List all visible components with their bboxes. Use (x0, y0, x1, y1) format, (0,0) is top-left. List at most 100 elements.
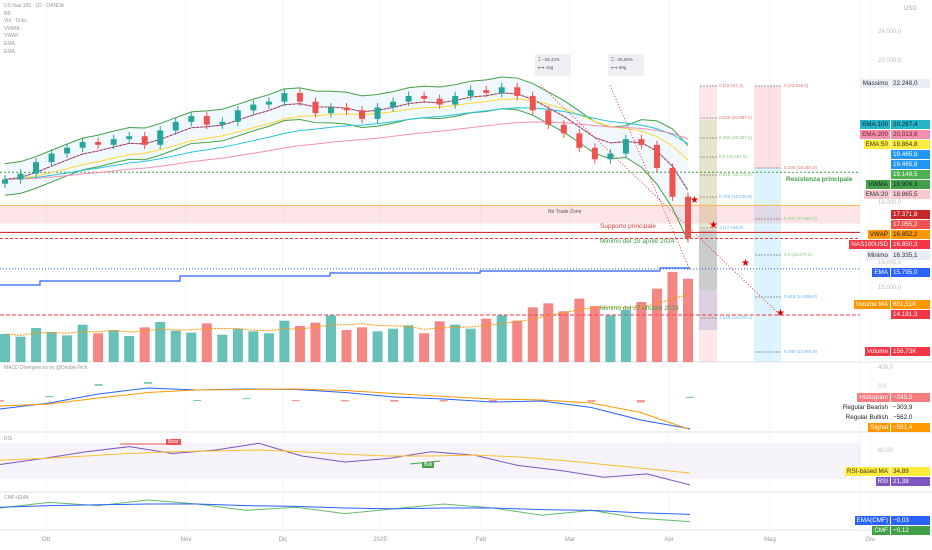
fib-level-label: 0,5 (16.276,5) (784, 252, 813, 257)
candle-body (64, 147, 71, 154)
tag-value: 16.335,1 (891, 251, 930, 260)
volume-bar (512, 320, 523, 362)
y-tick-label: 23.000,0 (878, 58, 902, 64)
legend-vwma[interactable]: VWMA (4, 25, 20, 32)
tag-value: 16.850,3 (891, 240, 930, 249)
tag-value: 19.149,5 (891, 170, 930, 179)
fib-level-label: 0,382 (17.663,2) (784, 216, 818, 221)
candle-body (390, 101, 397, 108)
min-apr-label: Minimo del 19 aprile 2024 (600, 238, 675, 245)
volume-bar (465, 328, 476, 362)
rsi-title: RSI (4, 436, 13, 442)
tag-name: CMF (872, 526, 890, 535)
macd-tag: Signal −591,4 (868, 423, 930, 432)
indicator-legend: US Nas 100 · 1D · OANDA BB Vol · Ticks V… (4, 3, 64, 56)
legend-ema[interactable]: EMA (4, 40, 15, 47)
volume-bar (496, 315, 507, 362)
fib-level-label: 0,5 (19.667,5) (719, 154, 748, 159)
tag-name: Regular Bullish (845, 414, 888, 421)
price-scale-tag: EMA 15.795,0 (872, 268, 930, 277)
candle-body (33, 162, 40, 174)
candle-body (265, 101, 272, 105)
candle-body (498, 87, 505, 94)
measure-box[interactable]: ⌶ −35,66% ⟷ 50g (608, 54, 644, 76)
min-oct-label: Minimo del 27 ottobre 2023 (600, 305, 679, 312)
candle-body (591, 147, 598, 160)
volume-ma-line (4, 293, 689, 336)
tag-name: EMA:50 (863, 140, 890, 149)
candle-body (545, 110, 552, 125)
tag-value: 19.864,8 (891, 140, 930, 149)
tag-value: −591,4 (891, 423, 930, 432)
star-marker-icon: ★ (776, 308, 785, 319)
tag-value: 17.371,8 (891, 210, 930, 219)
x-tick-label: 2025 (373, 537, 387, 543)
tag-value: 20.013,6 (891, 130, 930, 139)
tag-value: 158,73K (891, 347, 930, 356)
candle-body (359, 110, 366, 119)
symbol-title[interactable]: US Nas 100 · 1D · OANDA (4, 3, 65, 9)
tag-value: −303,9 (893, 404, 913, 411)
price-scale-tag: 14.191,3 (891, 310, 930, 319)
x-tick-label: Dic (278, 537, 288, 543)
volume-bar (248, 331, 259, 362)
tag-value: 15.795,0 (891, 268, 930, 277)
tag-name: EMA (872, 268, 890, 277)
macd-tag: Histogram −245,5 (857, 393, 930, 402)
rsi-tag: RSI 21,38 (875, 477, 930, 486)
tag-name: VWAP (867, 230, 890, 239)
x-tick-label: Mag (764, 537, 776, 543)
fib-level-label: 1 (17.166,8) (719, 225, 744, 230)
price-scale-tag: 19.149,5 (891, 170, 930, 179)
tag-name: RSI (875, 477, 890, 486)
macd-histogram-bar (587, 400, 596, 402)
price-scale-tag: EMA:20 18.865,5 (863, 190, 930, 199)
fib-level-label: 0,618 (19.076,8) (719, 172, 753, 177)
fib-level-label: 0 (22.167,4) (719, 83, 744, 88)
resistance-label: Resistenza principale (786, 176, 853, 183)
price-scale-tag: EMA:50 19.864,8 (863, 140, 930, 149)
macd-histogram-bar (686, 396, 694, 398)
tag-value: −562,0 (893, 414, 913, 421)
legend-ema-2[interactable]: EMA (4, 48, 15, 55)
legend-vol[interactable]: Vol · Ticks (4, 18, 27, 25)
price-scale-tag: EMA:200 20.013,6 (860, 130, 930, 139)
price-scale-tag: 19.465,8 (891, 160, 930, 169)
measure-box[interactable]: ⌶ −28,43% ⟷ 44g (535, 54, 571, 76)
candle-body (327, 107, 334, 114)
fib-level-label: 1,618 (14.076,1) (719, 315, 753, 320)
fib-level-label: 0,382 (20.257,1) (719, 135, 753, 140)
tag-value: −0,03 (891, 516, 930, 525)
volume-bar (31, 328, 42, 362)
volume-bar (651, 288, 662, 362)
fib-level-label: 0,786 (12.905,8) (784, 349, 818, 354)
measure-days: ⟷ 50g (611, 65, 627, 70)
candle-body (296, 93, 303, 102)
cmf-tag: EMA(CMF) −0,03 (854, 516, 930, 525)
tag-value: −245,5 (891, 393, 930, 402)
fib-level-label: 0 (22.169,2) (784, 83, 809, 88)
candle-body (188, 116, 195, 122)
macd-histogram-bar (439, 400, 448, 402)
volume-bar (93, 333, 104, 362)
bollinger-upper (4, 76, 689, 165)
tag-name: EMA:20 (863, 190, 890, 199)
x-tick-label: Apr (664, 537, 674, 543)
volume-bar (201, 323, 212, 362)
macd-title: MACD Divergences by @DoubleTech (4, 365, 88, 371)
measure-pct: ⌶ −35,66% (611, 57, 633, 62)
candle-body (669, 167, 676, 197)
candle-body (560, 124, 567, 134)
tag-value: 17.055,2 (891, 220, 930, 229)
price-scale-tag: EMA:100 20.287,4 (860, 120, 930, 129)
candle-body (483, 90, 490, 94)
y-tick-label: 16.000,0 (878, 260, 902, 266)
price-scale-tag: Volume 158,73K (864, 347, 930, 356)
tag-name: Volume (864, 347, 890, 356)
legend-bb[interactable]: BB (4, 10, 11, 17)
legend-vwap[interactable]: VWAP (4, 33, 19, 40)
volume-bar (232, 328, 243, 362)
fib-level-label: 0,236 (19.387,8) (784, 165, 818, 170)
candle-body (343, 107, 350, 111)
